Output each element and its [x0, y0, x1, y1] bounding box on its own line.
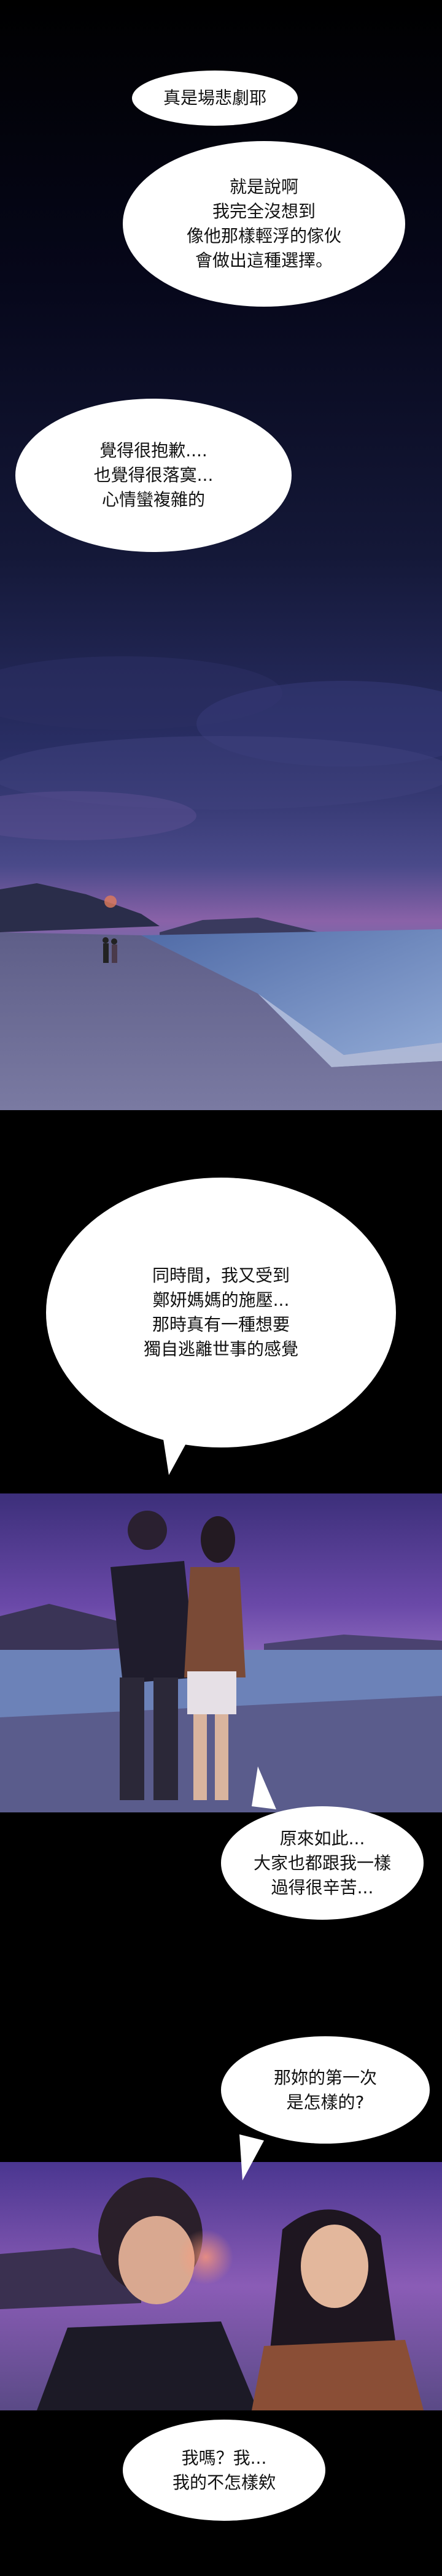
speech-bubble-first-time-tail [239, 2134, 264, 2180]
speech-bubble-sorry-lonely: 覺得很抱歉.... 也覺得很落寞... 心情蠻複雜的 [15, 399, 292, 552]
couple-walking-art [0, 1493, 442, 1812]
speech-bubble-pressure-tail [163, 1435, 187, 1475]
speech-bubble-tragedy: 真是場悲劇耶 [132, 71, 298, 126]
speech-bubble-understand: 原來如此... 大家也都跟我一樣 過得很辛苦... [221, 1806, 424, 1920]
speech-bubble-understand-tail [252, 1766, 276, 1809]
closeup-art [0, 2162, 442, 2410]
panel-couple-walking [0, 1493, 442, 1812]
speech-bubble-me: 我嗎？我... 我的不怎樣欸 [123, 2420, 325, 2521]
panel-closeup [0, 2162, 442, 2410]
speech-bubble-never-thought: 就是說啊 我完全沒想到 像他那樣輕浮的傢伙 會做出這種選擇。 [123, 141, 405, 307]
speech-bubble-pressure: 同時間，我又受到 鄭妍媽媽的施壓... 那時真有一種想要 獨自逃離世事的感覺 [46, 1178, 396, 1447]
speech-bubble-first-time: 那妳的第一次 是怎樣的? [221, 2036, 430, 2144]
